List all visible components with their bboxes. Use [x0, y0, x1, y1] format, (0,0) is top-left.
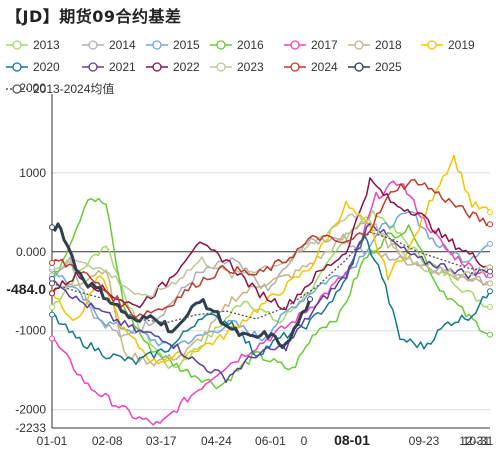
legend-swatch-marker [152, 40, 162, 50]
legend-swatch-marker [12, 40, 22, 50]
legend-swatch-marker [290, 40, 300, 50]
legend-item-2018: 2018 [348, 38, 402, 52]
series-start-marker [49, 224, 55, 231]
legend-swatch-marker [12, 62, 22, 72]
legend-swatch-marker [427, 40, 437, 50]
series-line-2014 [51, 233, 491, 338]
series-end-marker [487, 331, 493, 338]
series-start-marker [49, 311, 55, 318]
legend-label: 2022 [173, 60, 200, 74]
series-line-2013 [51, 209, 491, 370]
grid-layer [52, 172, 490, 429]
y-tick-label: 2000 [19, 81, 46, 95]
series-end-marker [487, 209, 493, 216]
series-line-2019 [51, 154, 491, 365]
legend-swatch-marker [152, 62, 162, 72]
legend-swatch-marker [88, 62, 98, 72]
legend-item-2020: 2020 [6, 60, 60, 74]
x-tick-label: 0 [301, 434, 308, 448]
legend-label: 2023 [237, 60, 264, 74]
series-line-2021 [51, 222, 491, 384]
legend-swatch-marker [354, 40, 364, 50]
x-tick-label: 10-31 [463, 434, 494, 448]
y-tick-label: -2000 [15, 403, 46, 417]
x-tick-label: 08-01 [334, 432, 370, 448]
legend-item-2013-2024均值: 2013-2024均值 [6, 81, 114, 96]
series-start-marker [49, 290, 55, 297]
y-tick-label: -484.0 [6, 281, 46, 297]
series-line-2025 [50, 222, 312, 349]
legend-item-2015: 2015 [146, 38, 200, 52]
legend-swatch-marker [12, 84, 22, 94]
series-start-marker [49, 280, 55, 287]
legend-swatch-marker [88, 40, 98, 50]
legend-label: 2013-2024均值 [33, 81, 114, 96]
legend-label: 2025 [375, 60, 402, 74]
legend-item-2024: 2024 [284, 60, 338, 74]
series-line-2016 [51, 197, 491, 390]
legend-label: 2015 [173, 38, 200, 52]
series-end-marker [487, 268, 493, 275]
x-tick-label: 04-24 [201, 434, 232, 448]
series-line-2023 [51, 212, 491, 298]
legend-item-2019: 2019 [421, 38, 475, 52]
legend-swatch-marker [216, 40, 226, 50]
series-end-marker [487, 288, 493, 295]
y-tick-label: 1000 [19, 166, 46, 180]
y-tick-label: -1000 [15, 324, 46, 338]
legend-label: 2019 [448, 38, 475, 52]
legend-item-2023: 2023 [210, 60, 264, 74]
legend-swatch-marker [290, 62, 300, 72]
chart-title: 【JD】期货09合约基差 [6, 7, 182, 26]
series-end-marker [487, 304, 493, 311]
series-start-marker [49, 260, 55, 267]
legend-layer: 2013 2014 2015 2016 2017 2018 2019 2020 2021 2022… [6, 38, 475, 96]
series-layer [49, 154, 493, 426]
series-start-marker [49, 335, 55, 342]
legend-swatch-marker [354, 62, 364, 72]
series-line-2024 [51, 178, 491, 319]
series-end-marker [487, 280, 493, 287]
legend-label: 2018 [375, 38, 402, 52]
x-tick-label: 06-01 [255, 434, 286, 448]
series-line-2022 [51, 177, 491, 311]
series-end-marker [487, 221, 493, 228]
series-end-marker [487, 240, 493, 247]
series-end-marker [307, 296, 313, 303]
legend-label: 2017 [311, 38, 338, 52]
legend-label: 2021 [109, 60, 136, 74]
legend-label: 2014 [109, 38, 136, 52]
legend-label: 2020 [33, 60, 60, 74]
series-start-marker [49, 304, 55, 311]
legend-label: 2013 [33, 38, 60, 52]
legend-swatch-marker [216, 62, 226, 72]
x-tick-label: 01-01 [37, 434, 68, 448]
legend-item-2016: 2016 [210, 38, 264, 52]
series-line-2020 [51, 232, 491, 366]
series-line-2013-2024均值 [51, 231, 491, 324]
axis-layer: 1000 0.000 -484.0 -1000 -2000 -2233 2000 01-01 0… [6, 81, 493, 448]
x-tick-label: 09-23 [409, 434, 440, 448]
series-line-2017 [51, 180, 491, 426]
y-tick-label: -2233 [15, 421, 46, 435]
x-tick-label: 03-17 [146, 434, 177, 448]
legend-item-2021: 2021 [82, 60, 136, 74]
x-tick-label: 12-31 [459, 434, 490, 448]
legend-label: 2016 [237, 38, 264, 52]
legend-item-2014: 2014 [82, 38, 136, 52]
legend-item-2017: 2017 [284, 38, 338, 52]
legend-item-2025: 2025 [348, 60, 402, 74]
y-tick-label: 0.000 [16, 245, 46, 259]
x-tick-label: 02-08 [92, 434, 123, 448]
legend-item-2022: 2022 [146, 60, 200, 74]
legend-label: 2024 [311, 60, 338, 74]
legend-item-2013: 2013 [6, 38, 60, 52]
